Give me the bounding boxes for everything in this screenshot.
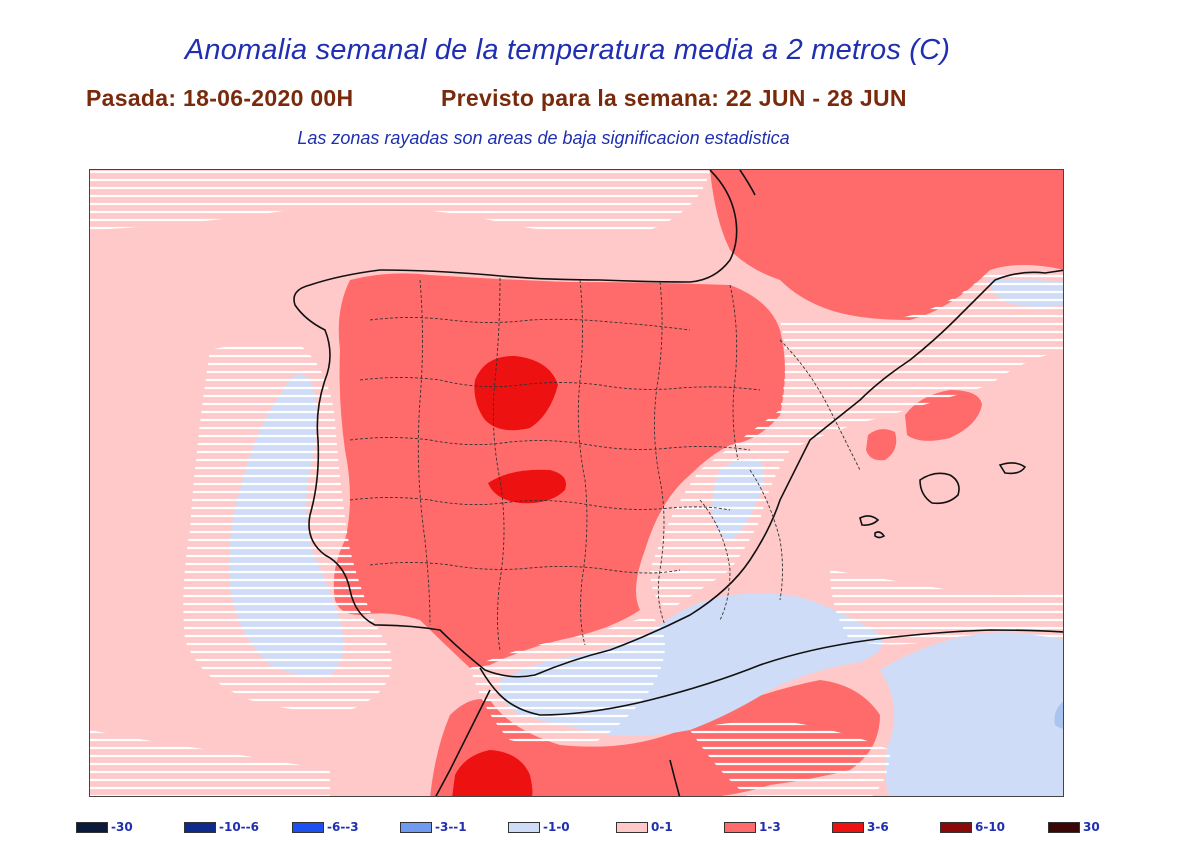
anomaly-zone-neg1-0-southeast <box>880 632 1063 796</box>
map-title: Anomalia semanal de la temperatura media… <box>184 34 951 66</box>
legend-label: 6-10 <box>975 820 1006 834</box>
legend-item: -1-0 <box>508 819 570 835</box>
coastline <box>293 170 1063 796</box>
forecast-week-label: Previsto para la semana: 22 JUN - 28 JUN <box>441 85 907 111</box>
run-date-label: Pasada: 18-06-2020 00H <box>86 85 354 111</box>
legend-label: -30 <box>111 820 133 834</box>
legend-item: -10--6 <box>184 819 259 835</box>
legend-swatch <box>400 821 432 833</box>
anomaly-zone-3-6-north-africa <box>452 750 533 796</box>
legend-swatch <box>832 821 864 833</box>
legend-swatch <box>292 821 324 833</box>
anomaly-zone-1-3-balearic-west <box>866 429 897 461</box>
anomaly-zone-neg3-neg1-edge <box>1054 701 1063 729</box>
legend-item: 0-1 <box>616 819 673 835</box>
color-legend: -30 -10--6 -6--3 -3--1 -1-0 0-1 1-3 3-6 6-10 30 <box>0 819 1200 839</box>
legend-item: 6-10 <box>940 819 1005 835</box>
legend-swatch <box>184 821 216 833</box>
legend-swatch <box>76 821 108 833</box>
anomaly-zone-1-3-iberia <box>333 273 785 668</box>
anomaly-zone-3-6-south-meseta <box>488 469 566 504</box>
hatch-note: Las zonas rayadas son areas de baja sign… <box>297 128 790 148</box>
legend-label: 30 <box>1083 820 1100 834</box>
legend-label: -1-0 <box>543 820 570 834</box>
legend-item: 3-6 <box>832 819 889 835</box>
legend-label: 0-1 <box>651 820 673 834</box>
legend-swatch <box>508 821 540 833</box>
legend-label: -6--3 <box>327 820 359 834</box>
legend-label: -10--6 <box>219 820 259 834</box>
anomaly-map-canvas <box>90 170 1063 796</box>
legend-label: 3-6 <box>867 820 889 834</box>
legend-item: -3--1 <box>400 819 467 835</box>
legend-label: -3--1 <box>435 820 467 834</box>
legend-item: -6--3 <box>292 819 359 835</box>
province-borders <box>349 277 861 651</box>
legend-swatch <box>724 821 756 833</box>
legend-item: 30 <box>1048 819 1100 835</box>
legend-swatch <box>1048 821 1080 833</box>
legend-item: -30 <box>76 819 133 835</box>
legend-swatch <box>616 821 648 833</box>
legend-item: 1-3 <box>724 819 781 835</box>
anomaly-zone-1-3-northeast <box>710 170 1063 320</box>
legend-label: 1-3 <box>759 820 781 834</box>
legend-swatch <box>940 821 972 833</box>
anomaly-map <box>89 169 1064 797</box>
low-significance-hatching <box>90 170 1063 796</box>
